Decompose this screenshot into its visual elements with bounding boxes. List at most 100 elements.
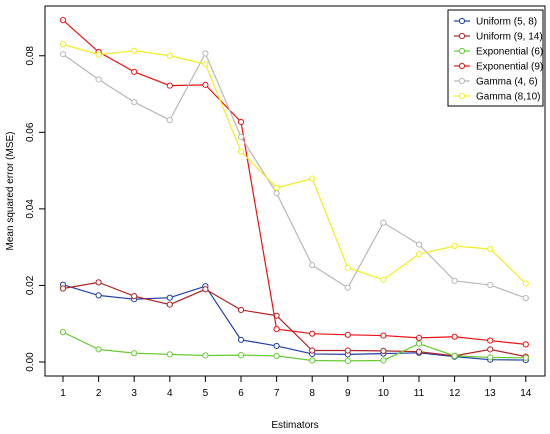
x-tick-label-12: 12 — [449, 388, 461, 399]
x-tick-label-4: 4 — [167, 388, 173, 399]
y-axis: 0.00 0.02 0.04 0.06 0.08 — [25, 46, 45, 372]
x-tick-label-8: 8 — [309, 388, 315, 399]
data-point — [95, 292, 102, 299]
data-point — [166, 82, 173, 89]
y-tick-label-0.02: 0.02 — [25, 275, 36, 295]
data-point — [131, 98, 138, 106]
data-point — [59, 285, 67, 292]
x-tick-label-9: 9 — [345, 388, 351, 399]
data-point — [380, 276, 387, 283]
series-line-4 — [62, 52, 527, 299]
legend-label: Exponential (9) — [476, 62, 543, 73]
data-point — [273, 342, 280, 350]
data-point — [415, 241, 423, 248]
legend-swatch-point — [458, 17, 466, 25]
legend-swatch-point — [458, 32, 466, 40]
legend-swatch-point — [458, 62, 466, 70]
x-tick-label-2: 2 — [96, 388, 102, 399]
x-tick-label-6: 6 — [238, 388, 244, 399]
data-point — [415, 348, 423, 355]
x-tick-label-11: 11 — [414, 388, 425, 399]
data-point — [451, 242, 458, 250]
legend-label: Exponential (6) — [476, 47, 543, 58]
legend-item-0: Uniform (5, 8) — [454, 17, 537, 28]
data-point — [131, 47, 138, 54]
data-point — [237, 148, 245, 155]
data-point — [415, 250, 423, 258]
data-point — [131, 68, 138, 75]
data-point — [166, 301, 173, 308]
data-point — [273, 190, 280, 197]
data-point — [309, 175, 316, 182]
data-point — [237, 118, 245, 126]
data-point — [95, 279, 102, 286]
legend-item-2: Exponential (6) — [454, 47, 543, 58]
data-point — [344, 357, 351, 364]
data-point — [273, 325, 280, 333]
data-point — [202, 81, 209, 88]
data-point — [451, 352, 458, 359]
data-point — [344, 331, 351, 338]
data-point — [309, 357, 316, 364]
data-point — [487, 337, 494, 344]
data-point — [344, 347, 351, 354]
x-tick-label-7: 7 — [274, 388, 280, 399]
x-tick-label-13: 13 — [485, 388, 497, 399]
data-point — [522, 294, 529, 302]
x-tick-label-3: 3 — [131, 388, 137, 399]
data-point — [273, 352, 280, 359]
data-point — [166, 351, 173, 358]
data-point — [131, 350, 138, 357]
x-axis: 1 2 3 4 5 6 7 8 9 10 11 12 13 14 — [60, 376, 532, 399]
data-point — [95, 346, 102, 353]
data-point — [309, 347, 316, 354]
legend-box — [447, 9, 544, 107]
x-tick-label-10: 10 — [378, 388, 390, 399]
data-point — [131, 293, 138, 300]
series-line-2 — [62, 331, 526, 362]
data-point — [487, 281, 494, 289]
data-point — [202, 50, 209, 57]
legend-swatch-point — [458, 47, 466, 55]
legend-item-4: Gamma (4, 6) — [454, 77, 538, 88]
data-point — [380, 332, 387, 339]
data-point — [522, 280, 529, 287]
legend-label: Uniform (9, 14) — [476, 32, 543, 43]
data-point — [309, 262, 316, 269]
data-point — [202, 352, 209, 359]
legend-item-1: Uniform (9, 14) — [454, 32, 543, 43]
series-1 — [59, 279, 529, 360]
data-point — [237, 133, 245, 141]
data-point — [166, 294, 173, 301]
series-3 — [59, 17, 529, 348]
legend-item-3: Exponential (9) — [454, 62, 543, 73]
y-tick-label-0.00: 0.00 — [25, 352, 36, 372]
data-point — [415, 334, 423, 341]
data-point — [522, 354, 529, 361]
data-point — [487, 346, 494, 353]
data-point — [487, 245, 494, 253]
data-point — [59, 41, 67, 48]
data-point — [451, 333, 458, 340]
legend-label: Uniform (5, 8) — [476, 17, 537, 28]
plot-frame — [44, 5, 546, 377]
legend-swatch-point — [458, 92, 466, 100]
data-point — [487, 354, 494, 361]
y-tick-label-0.06: 0.06 — [25, 122, 36, 142]
data-point — [95, 51, 102, 58]
data-point — [380, 347, 387, 354]
data-point — [166, 116, 173, 124]
legend-swatch-point — [458, 77, 466, 85]
x-axis-title: Estimators — [271, 420, 318, 431]
series-layer — [59, 17, 529, 364]
legend: Uniform (5, 8) Uniform (9, 14) Exponential… — [447, 9, 544, 107]
data-point — [202, 61, 209, 68]
data-point — [237, 336, 245, 343]
series-line-0 — [62, 284, 526, 361]
data-point — [415, 340, 423, 347]
series-5 — [59, 41, 529, 287]
data-point — [59, 51, 67, 58]
data-point — [309, 330, 316, 337]
data-point — [237, 306, 245, 314]
